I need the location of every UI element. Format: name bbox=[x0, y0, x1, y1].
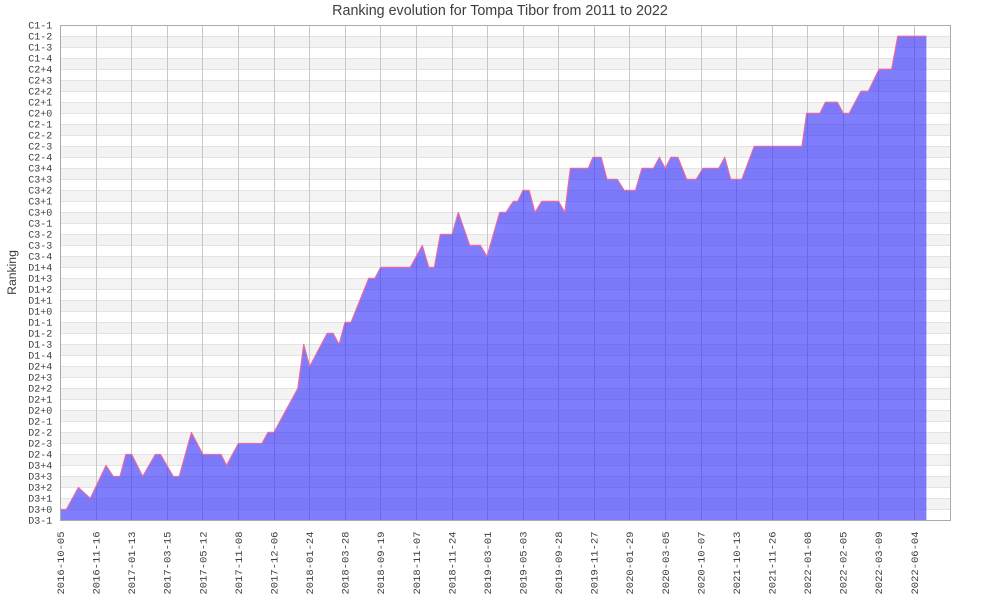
svg-text:Ranking evolution for Tompa Ti: Ranking evolution for Tompa Tibor from 2… bbox=[332, 3, 668, 19]
svg-text:2022-02-05: 2022-02-05 bbox=[839, 532, 851, 595]
svg-text:2019-11-27: 2019-11-27 bbox=[590, 532, 602, 595]
svg-text:C2+2: C2+2 bbox=[28, 88, 52, 99]
svg-text:D2+3: D2+3 bbox=[28, 374, 52, 385]
svg-text:2016-10-05: 2016-10-05 bbox=[56, 532, 68, 595]
svg-text:2021-10-13: 2021-10-13 bbox=[732, 532, 744, 595]
svg-text:2017-05-12: 2017-05-12 bbox=[198, 532, 210, 595]
svg-text:2017-12-06: 2017-12-06 bbox=[269, 532, 281, 595]
svg-text:D1-4: D1-4 bbox=[28, 352, 52, 363]
svg-text:C3-1: C3-1 bbox=[28, 220, 52, 231]
svg-text:C2+4: C2+4 bbox=[28, 66, 52, 77]
svg-text:D3+4: D3+4 bbox=[28, 462, 52, 473]
svg-text:C3+1: C3+1 bbox=[28, 198, 52, 209]
svg-text:D3+3: D3+3 bbox=[28, 473, 52, 484]
svg-text:C1-2: C1-2 bbox=[28, 32, 52, 43]
svg-text:C3+2: C3+2 bbox=[28, 187, 52, 198]
svg-text:2018-03-28: 2018-03-28 bbox=[341, 532, 353, 595]
svg-text:2018-11-24: 2018-11-24 bbox=[447, 532, 459, 595]
svg-text:2019-09-28: 2019-09-28 bbox=[554, 532, 566, 595]
svg-text:2017-01-13: 2017-01-13 bbox=[127, 532, 139, 595]
svg-text:D1-2: D1-2 bbox=[28, 330, 52, 341]
svg-text:C2-2: C2-2 bbox=[28, 132, 52, 143]
svg-text:2016-11-16: 2016-11-16 bbox=[92, 532, 104, 595]
svg-text:D2-2: D2-2 bbox=[28, 429, 52, 440]
svg-text:2019-05-03: 2019-05-03 bbox=[518, 532, 530, 595]
svg-text:2022-01-08: 2022-01-08 bbox=[803, 532, 815, 595]
svg-text:Ranking: Ranking bbox=[5, 250, 19, 295]
svg-text:2017-11-08: 2017-11-08 bbox=[234, 532, 246, 595]
svg-text:2021-11-26: 2021-11-26 bbox=[768, 532, 780, 595]
svg-text:D1+1: D1+1 bbox=[28, 297, 52, 308]
svg-text:D3+0: D3+0 bbox=[28, 506, 52, 517]
svg-text:D1+3: D1+3 bbox=[28, 275, 52, 286]
svg-text:C3-4: C3-4 bbox=[28, 253, 52, 264]
svg-text:2022-06-04: 2022-06-04 bbox=[910, 532, 922, 595]
svg-text:2020-03-05: 2020-03-05 bbox=[661, 532, 673, 595]
svg-text:D2+2: D2+2 bbox=[28, 385, 52, 396]
svg-text:D1-3: D1-3 bbox=[28, 341, 52, 352]
svg-text:2020-01-29: 2020-01-29 bbox=[625, 532, 637, 595]
svg-text:2018-11-07: 2018-11-07 bbox=[412, 532, 424, 595]
svg-text:D1+2: D1+2 bbox=[28, 286, 52, 297]
svg-text:D2-3: D2-3 bbox=[28, 440, 52, 451]
svg-text:C2-1: C2-1 bbox=[28, 121, 52, 132]
svg-text:C2-3: C2-3 bbox=[28, 143, 52, 154]
svg-text:D2+0: D2+0 bbox=[28, 407, 52, 418]
svg-text:C1-1: C1-1 bbox=[28, 21, 52, 32]
svg-text:D1+4: D1+4 bbox=[28, 264, 52, 275]
svg-text:C1-3: C1-3 bbox=[28, 43, 52, 54]
svg-text:C1-4: C1-4 bbox=[28, 54, 52, 65]
svg-text:C2-4: C2-4 bbox=[28, 154, 52, 165]
svg-text:2017-03-15: 2017-03-15 bbox=[163, 532, 175, 595]
svg-text:D2-1: D2-1 bbox=[28, 418, 52, 429]
svg-text:C2+1: C2+1 bbox=[28, 99, 52, 110]
svg-text:D1+0: D1+0 bbox=[28, 308, 52, 319]
svg-text:C3-3: C3-3 bbox=[28, 242, 52, 253]
svg-text:2022-03-09: 2022-03-09 bbox=[874, 532, 886, 595]
svg-text:D2+1: D2+1 bbox=[28, 396, 52, 407]
svg-text:2018-01-24: 2018-01-24 bbox=[305, 532, 317, 595]
svg-text:D3+1: D3+1 bbox=[28, 495, 52, 506]
svg-text:C2+0: C2+0 bbox=[28, 110, 52, 121]
svg-text:D3+2: D3+2 bbox=[28, 484, 52, 495]
svg-text:C2+3: C2+3 bbox=[28, 77, 52, 88]
svg-text:C3-2: C3-2 bbox=[28, 231, 52, 242]
svg-text:2020-10-07: 2020-10-07 bbox=[696, 532, 708, 595]
svg-text:2018-09-19: 2018-09-19 bbox=[376, 532, 388, 595]
svg-text:2019-03-01: 2019-03-01 bbox=[483, 532, 495, 595]
svg-text:D3-1: D3-1 bbox=[28, 517, 52, 528]
svg-text:C3+0: C3+0 bbox=[28, 209, 52, 220]
svg-text:D2+4: D2+4 bbox=[28, 363, 52, 374]
svg-text:D1-1: D1-1 bbox=[28, 319, 52, 330]
svg-text:C3+4: C3+4 bbox=[28, 165, 52, 176]
svg-text:C3+3: C3+3 bbox=[28, 176, 52, 187]
svg-text:D2-4: D2-4 bbox=[28, 451, 52, 462]
